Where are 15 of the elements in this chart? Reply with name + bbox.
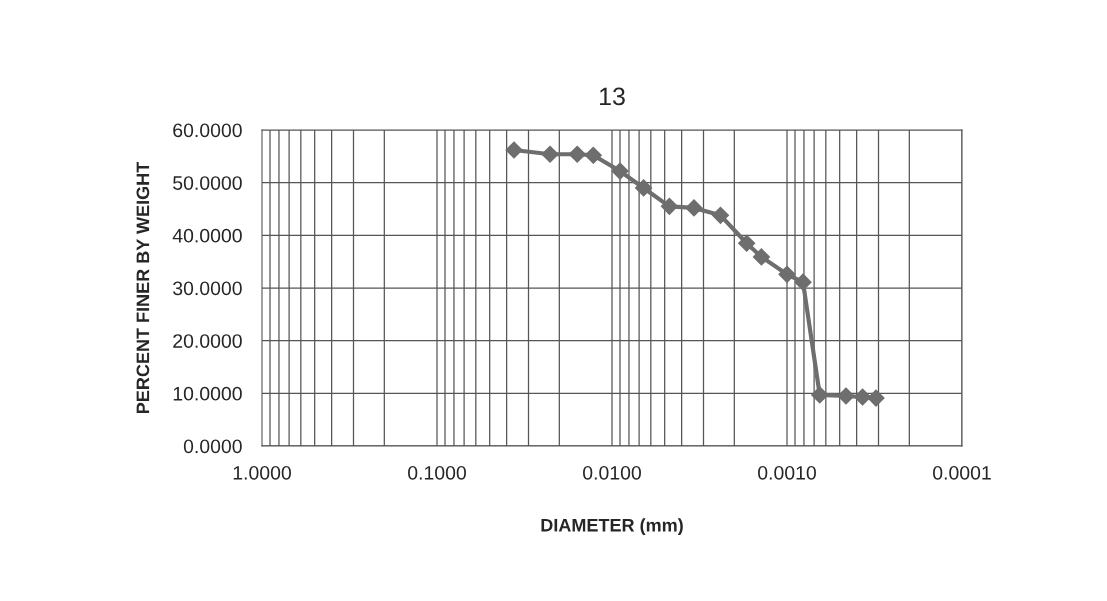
y-axis-title: PERCENT FINER BY WEIGHT [136,161,150,414]
y-tick-label: 20.0000 [173,334,242,348]
y-tick-label: 40.0000 [172,228,242,243]
x-tick-label: 0.0010 [758,465,816,480]
x-tick-label: 1.0000 [233,465,291,480]
y-tick-label: 10.0000 [173,386,242,401]
y-tick-label: 50.0000 [173,176,242,190]
y-tick-label: 60.0000 [173,123,242,138]
x-tick-label: 0.0001 [933,465,991,480]
x-tick-label: 0.1000 [408,465,466,480]
x-axis-title: DIAMETER (mm) [541,518,683,536]
x-tick-label: 0.0100 [583,465,641,480]
y-tick-label: 0.0000 [183,439,242,454]
y-tick-label: 30.0000 [173,281,242,296]
chart-title: 13 [600,87,625,106]
